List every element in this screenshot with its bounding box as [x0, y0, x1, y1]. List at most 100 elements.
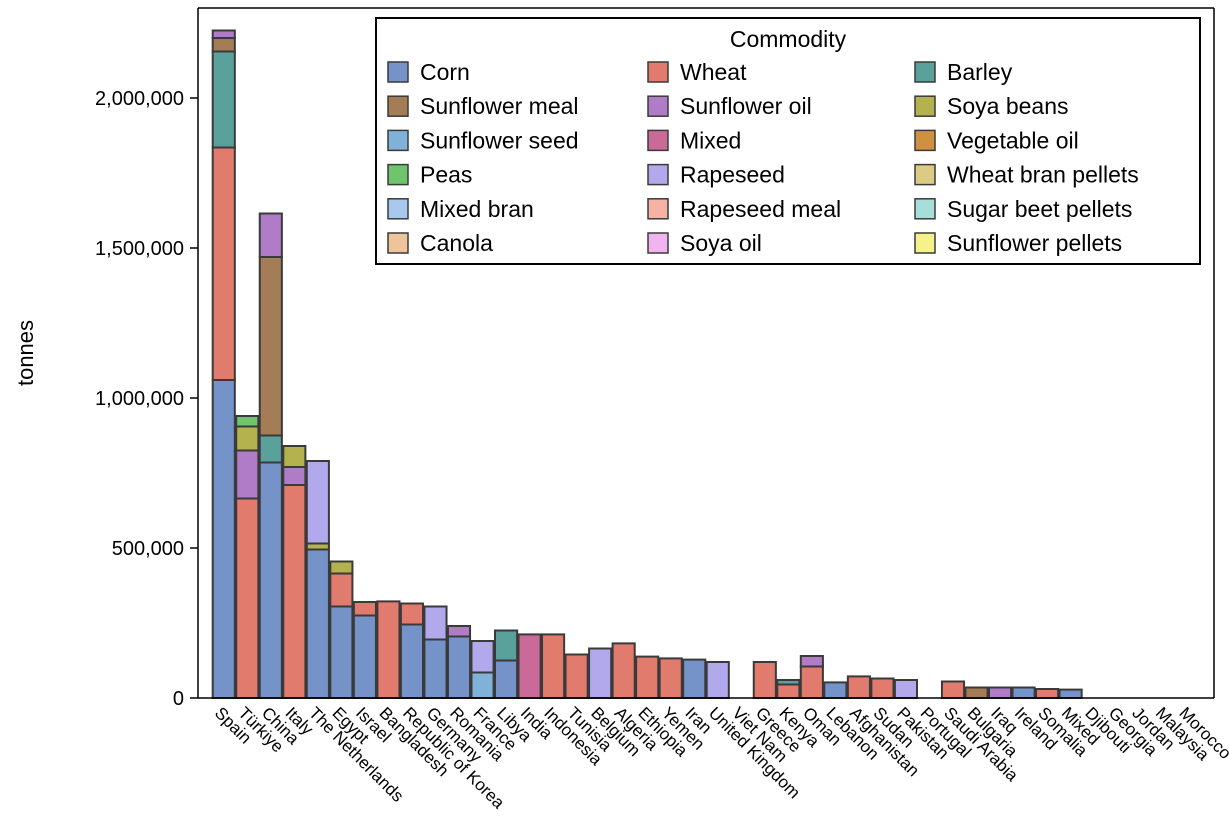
bar-segment — [258, 256, 283, 437]
bar-segment — [870, 677, 895, 699]
legend-swatch — [387, 232, 409, 254]
y-tick-label: 500,000 — [112, 538, 184, 560]
bar-segment — [282, 445, 307, 468]
bar-segment — [1011, 686, 1036, 699]
legend-entry-label: Peas — [420, 162, 472, 188]
legend-swatch — [647, 198, 669, 220]
axes — [197, 7, 1215, 699]
bar-segment — [493, 629, 519, 662]
bar-segment — [423, 638, 448, 699]
legend-swatch — [387, 198, 409, 220]
bar-segment — [282, 466, 307, 486]
bar-segment — [470, 671, 495, 699]
bar-segment — [211, 50, 236, 149]
bar-segment — [705, 661, 730, 699]
legend-entry-label: Sunflower seed — [420, 127, 579, 153]
bar-segment — [329, 572, 354, 608]
bar-segment — [235, 497, 260, 699]
bar-segment — [305, 460, 330, 545]
bar-segment — [776, 683, 801, 699]
legend-entry-label: Mixed — [680, 127, 741, 153]
bar-segment — [282, 484, 307, 699]
legend-entry-label: Sunflower oil — [680, 93, 812, 119]
bar-segment — [329, 605, 354, 699]
legend-swatch — [914, 198, 936, 220]
legend-swatch — [647, 232, 669, 254]
legend-swatch — [647, 163, 669, 186]
legend-swatch — [914, 95, 936, 117]
legend-entry-label: Canola — [420, 230, 493, 256]
bar-segment — [423, 605, 448, 641]
legend-entry-label: Mixed bran — [420, 196, 534, 222]
bar-segment — [1035, 688, 1060, 699]
legend-swatch — [914, 163, 936, 186]
y-ticks: 0 500,000 1,000,000 1,500,000 2,000,000 — [95, 88, 198, 710]
legend-entry-label: Soya oil — [680, 230, 762, 256]
legend-entry-label: Rapeseed meal — [680, 196, 841, 222]
bar-segment — [823, 681, 848, 700]
bar-segment — [376, 600, 401, 700]
bar-segment — [258, 461, 283, 699]
bar-segment — [235, 425, 260, 452]
bar-segment — [352, 614, 377, 699]
legend-swatch — [387, 129, 409, 152]
y-axis-title: tonnes — [13, 320, 38, 386]
bar-segment — [399, 623, 425, 699]
bar-segment — [940, 680, 966, 699]
bar-segment — [352, 601, 377, 617]
y-tick-label: 1,500,000 — [95, 238, 184, 260]
legend-entry-label: Sunflower pellets — [947, 230, 1122, 256]
y-tick-label: 1,000,000 — [95, 388, 184, 410]
bar-segment — [211, 37, 236, 53]
legend-swatch — [387, 61, 409, 83]
bar-segment — [446, 625, 472, 638]
bar-segment — [305, 548, 330, 699]
legend-swatch — [914, 232, 936, 254]
legend-swatch — [647, 61, 669, 83]
bar-segment — [399, 602, 425, 626]
bar-segment — [752, 661, 777, 699]
bar-segment — [799, 665, 824, 699]
legend-entry-label: Sugar beet pellets — [947, 196, 1132, 222]
bar-segment — [470, 640, 495, 674]
legend-swatch — [647, 129, 669, 152]
y-tick-label: 0 — [173, 688, 184, 710]
legend-entry-label: Corn — [420, 59, 470, 85]
bar-segment — [493, 659, 519, 699]
bar-segment — [658, 657, 683, 700]
bar-segment — [1058, 688, 1083, 699]
bar-segment — [258, 212, 283, 258]
bar-segment — [235, 449, 260, 500]
bar-segment — [564, 653, 589, 699]
bar-segment — [588, 647, 613, 699]
bar-segment — [258, 434, 283, 464]
bar-segment — [776, 679, 801, 686]
legend-entry-label: Sunflower meal — [420, 93, 579, 119]
legend: Commodity Corn Wheat Barley Sunflower meal S… — [375, 17, 1201, 265]
legend-entry-label: Soya beans — [947, 93, 1068, 119]
legend-swatch — [387, 95, 409, 117]
bar-segment — [682, 658, 707, 699]
legend-entry-label: Wheat — [680, 59, 747, 85]
bar-segment — [893, 679, 919, 699]
legend-entry-label: Rapeseed — [680, 162, 785, 188]
bar-segment — [964, 686, 989, 699]
bar-segment — [211, 29, 236, 39]
bar-segment — [987, 686, 1013, 699]
legend-title: Commodity — [730, 26, 847, 52]
legend-entry-label: Vegetable oil — [947, 127, 1079, 153]
bar-segment — [541, 633, 566, 700]
bar-segment — [329, 560, 354, 575]
bar-segment — [446, 635, 472, 699]
bar-segment — [635, 655, 660, 699]
bar-segment — [611, 642, 636, 700]
bar-segment — [846, 675, 871, 700]
bar-segment — [799, 655, 824, 668]
legend-swatch — [647, 95, 669, 117]
bar-segment — [517, 633, 542, 700]
legend-swatch — [387, 163, 409, 186]
legend-swatch — [914, 129, 936, 152]
